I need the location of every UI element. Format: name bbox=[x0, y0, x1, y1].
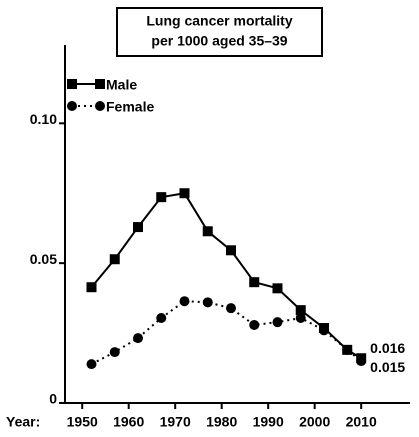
data-point bbox=[295, 312, 306, 323]
data-point bbox=[109, 254, 120, 265]
x-tick-label: 2000 bbox=[299, 414, 330, 430]
data-point bbox=[156, 312, 167, 323]
x-axis-label: Year: bbox=[6, 414, 40, 430]
y-tick-label: 0 bbox=[49, 391, 57, 407]
title-box bbox=[116, 7, 323, 57]
legend-marker bbox=[95, 79, 105, 89]
x-tick-label: 2010 bbox=[346, 414, 377, 430]
data-point bbox=[202, 297, 213, 308]
data-point bbox=[225, 303, 236, 314]
data-point bbox=[202, 226, 213, 237]
legend-marker bbox=[95, 101, 105, 111]
data-point bbox=[179, 188, 190, 199]
x-tick-label: 1990 bbox=[253, 414, 284, 430]
legend-marker bbox=[67, 101, 77, 111]
legend-marker bbox=[67, 79, 77, 89]
value-label: 0.016 bbox=[370, 340, 405, 356]
data-point bbox=[295, 305, 306, 316]
value-label: 0.015 bbox=[370, 359, 405, 375]
legend-label: Male bbox=[106, 77, 137, 93]
legend-label: Female bbox=[106, 99, 154, 115]
data-point bbox=[132, 333, 143, 344]
chart-title: Lung cancer mortality bbox=[146, 13, 292, 29]
data-point bbox=[156, 192, 167, 203]
data-point bbox=[225, 245, 236, 256]
data-point bbox=[318, 325, 329, 336]
y-tick-label: 0.05 bbox=[30, 251, 57, 267]
x-tick-label: 1980 bbox=[206, 414, 237, 430]
data-point bbox=[86, 359, 97, 370]
data-point bbox=[272, 317, 283, 328]
data-point bbox=[249, 277, 260, 288]
data-point bbox=[132, 222, 143, 233]
x-tick-label: 1970 bbox=[160, 414, 191, 430]
data-point bbox=[109, 347, 120, 358]
data-point bbox=[356, 356, 367, 367]
data-point bbox=[342, 344, 353, 355]
x-tick-label: 1950 bbox=[67, 414, 98, 430]
data-point bbox=[179, 296, 190, 307]
chart-title: per 1000 aged 35–39 bbox=[151, 33, 287, 49]
data-point bbox=[272, 283, 283, 294]
y-tick-label: 0.10 bbox=[30, 111, 57, 127]
x-tick-label: 1960 bbox=[113, 414, 144, 430]
data-point bbox=[249, 319, 260, 330]
data-point bbox=[86, 282, 97, 293]
